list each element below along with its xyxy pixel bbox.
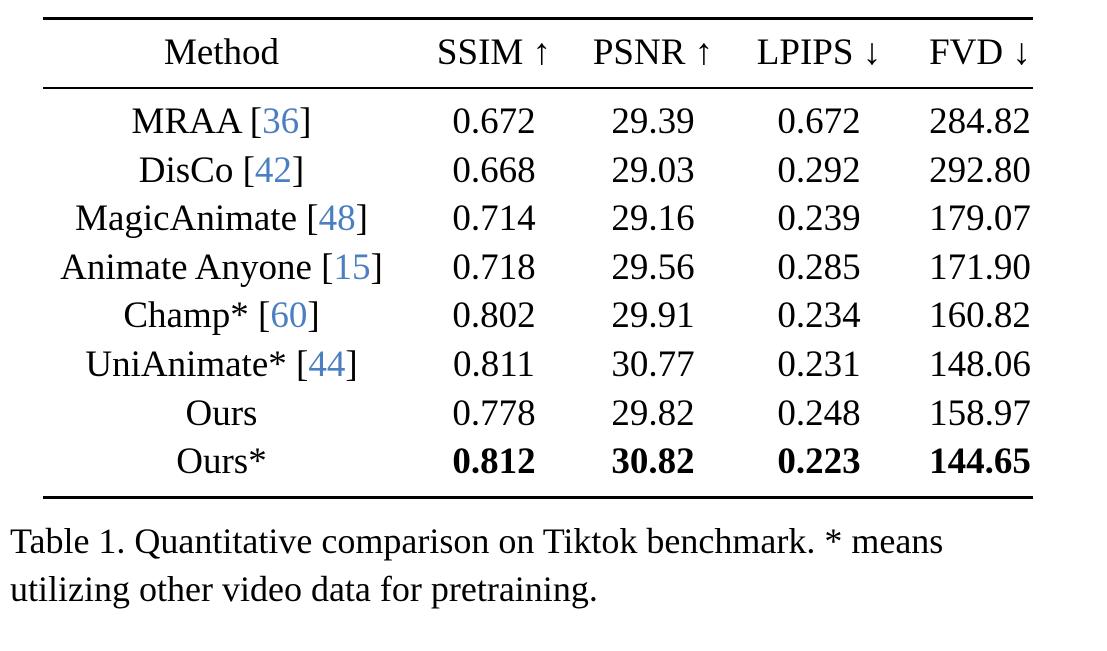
table-row: MRAA [36] 0.672 29.39 0.672 284.82 xyxy=(0,98,1107,146)
table-row: Ours 0.778 29.82 0.248 158.97 xyxy=(0,390,1107,438)
method-cell: DisCo [42] xyxy=(138,149,305,191)
table-row: MagicAnimate [48] 0.714 29.16 0.239 179.07 xyxy=(0,195,1107,243)
ssim-value: 0.714 xyxy=(452,198,536,240)
fvd-value: 158.97 xyxy=(929,392,1031,434)
method-cell: Ours* xyxy=(43,438,400,486)
ssim-value: 0.672 xyxy=(452,101,536,142)
method-name: Ours xyxy=(185,392,258,434)
table-header-row: Method SSIM ↑ PSNR ↑ LPIPS ↓ FVD ↓ xyxy=(0,29,1107,77)
fvd-value: 179.07 xyxy=(929,198,1031,240)
psnr-value: 29.56 xyxy=(611,246,695,288)
psnr-value: 29.91 xyxy=(611,295,695,337)
citation-link[interactable]: 36 xyxy=(262,101,300,142)
fvd-value: 292.80 xyxy=(929,149,1031,191)
header-method: Method xyxy=(163,32,280,73)
table-bottom-rule xyxy=(43,496,1033,499)
method-cell: Champ* [60] xyxy=(123,295,320,337)
header-fvd: FVD ↓ xyxy=(929,32,1031,73)
ssim-value: 0.778 xyxy=(452,392,536,434)
method-cell: MagicAnimate [48] xyxy=(75,198,368,240)
method-cell: UniAnimate* [44] xyxy=(85,344,358,385)
citation-link[interactable]: 42 xyxy=(254,149,292,191)
method-name: UniAnimate* xyxy=(85,344,287,385)
lpips-value: 0.231 xyxy=(777,344,861,385)
method-name: Ours* xyxy=(176,441,267,483)
lpips-value: 0.285 xyxy=(777,246,861,288)
lpips-value: 0.248 xyxy=(777,392,861,434)
citation-link[interactable]: 44 xyxy=(308,344,346,385)
table-header-rule xyxy=(43,87,1033,89)
table-row: Champ* [60] 0.802 29.91 0.234 160.82 xyxy=(0,292,1107,340)
psnr-value: 29.82 xyxy=(611,392,695,434)
fvd-value: 160.82 xyxy=(929,295,1031,337)
fvd-value: 148.06 xyxy=(929,344,1031,385)
method-cell: MRAA [36] xyxy=(131,101,312,142)
ssim-value: 0.812 xyxy=(452,441,536,483)
table-caption: Table 1. Quantitative comparison on Tikt… xyxy=(10,517,1100,613)
table-row: Ours* 0.812 30.82 0.223 144.65 xyxy=(0,438,1107,486)
method-name: Animate Anyone xyxy=(60,246,312,288)
method-name: DisCo xyxy=(138,149,234,191)
method-cell: Ours xyxy=(43,390,400,438)
ssim-value: 0.802 xyxy=(452,295,536,337)
caption-line-2: utilizing other video data for pretraini… xyxy=(10,569,598,609)
fvd-value: 144.65 xyxy=(929,441,1031,483)
ssim-value: 0.668 xyxy=(452,149,536,191)
method-name: MRAA xyxy=(131,101,241,142)
lpips-value: 0.223 xyxy=(777,441,861,483)
header-ssim: SSIM ↑ xyxy=(436,32,552,73)
method-cell: Animate Anyone [15] xyxy=(60,246,383,288)
method-name: MagicAnimate xyxy=(75,198,298,240)
ssim-value: 0.718 xyxy=(452,246,536,288)
psnr-value: 29.16 xyxy=(611,198,695,240)
caption-line-1: Table 1. Quantitative comparison on Tikt… xyxy=(10,521,944,561)
table-row: DisCo [42] 0.668 29.03 0.292 292.80 xyxy=(0,147,1107,195)
table-row: Animate Anyone [15] 0.718 29.56 0.285 171.90 xyxy=(0,244,1107,292)
table-row: UniAnimate* [44] 0.811 30.77 0.231 148.06 xyxy=(0,341,1107,389)
psnr-value: 29.03 xyxy=(611,149,695,191)
header-lpips: LPIPS ↓ xyxy=(756,32,882,73)
citation-link[interactable]: 48 xyxy=(318,198,356,240)
ssim-value: 0.811 xyxy=(453,344,535,385)
table-top-rule xyxy=(43,17,1033,20)
fvd-value: 171.90 xyxy=(929,246,1031,288)
fvd-value: 284.82 xyxy=(929,101,1031,142)
psnr-value: 30.82 xyxy=(611,441,695,483)
citation-link[interactable]: 15 xyxy=(333,246,371,288)
lpips-value: 0.292 xyxy=(777,149,861,191)
lpips-value: 0.239 xyxy=(777,198,861,240)
psnr-value: 29.39 xyxy=(611,101,695,142)
citation-link[interactable]: 60 xyxy=(270,295,308,337)
method-name: Champ* xyxy=(123,295,249,337)
psnr-value: 30.77 xyxy=(611,344,695,385)
lpips-value: 0.672 xyxy=(777,101,861,142)
lpips-value: 0.234 xyxy=(777,295,861,337)
header-psnr: PSNR ↑ xyxy=(592,32,714,73)
